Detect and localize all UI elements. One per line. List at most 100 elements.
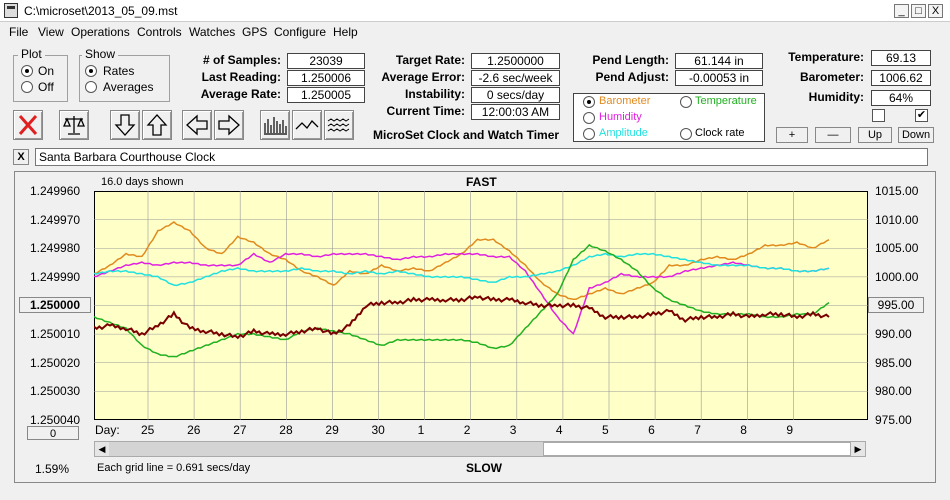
scroll-track[interactable] xyxy=(109,442,543,456)
series-line-humidity xyxy=(94,252,830,335)
day-tick: 27 xyxy=(233,423,247,437)
down-arrow-icon xyxy=(114,114,136,136)
humidity-radio[interactable] xyxy=(583,112,595,124)
target-rate-label: Target Rate: xyxy=(395,53,465,67)
day-tick: 1 xyxy=(417,423,425,437)
stop-button[interactable] xyxy=(13,110,43,140)
barometer-reading-label: Barometer: xyxy=(799,70,864,84)
menu-view[interactable]: View xyxy=(38,25,64,39)
right-arrow-button[interactable] xyxy=(214,110,244,140)
right-axis-tick: 1005.00 xyxy=(875,241,919,256)
clear-note-button[interactable]: X xyxy=(13,149,29,165)
plot-off-radio[interactable] xyxy=(21,81,33,93)
left-axis-tick: 1.250020 xyxy=(30,355,81,370)
down-arrow-button[interactable] xyxy=(110,110,140,140)
amplitude-label: Amplitude xyxy=(599,127,648,139)
temperature-label: Temperature xyxy=(695,95,757,107)
temperature-reading-label: Temperature: xyxy=(788,50,864,64)
day-axis-label: Day: xyxy=(95,423,120,437)
balance-button[interactable] xyxy=(59,110,89,140)
show-rates-label: Rates xyxy=(103,64,135,78)
scroll-thumb[interactable] xyxy=(543,442,851,456)
scroll-left-icon[interactable]: ◀ xyxy=(98,444,106,454)
app-icon[interactable] xyxy=(4,3,18,18)
plot-on-radio[interactable] xyxy=(21,65,33,77)
left-arrow-button[interactable] xyxy=(182,110,212,140)
day-tick: 5 xyxy=(602,423,609,437)
days-shown-label: 16.0 days shown xyxy=(101,176,184,188)
scroll-right-icon[interactable]: ▶ xyxy=(854,444,862,454)
plot-off-label: Off xyxy=(38,80,54,94)
amplitude-radio[interactable] xyxy=(583,128,595,140)
day-tick: 30 xyxy=(371,423,385,437)
plot-group-title: Plot xyxy=(18,47,45,61)
series-line-temperature xyxy=(94,243,830,358)
day-tick: 4 xyxy=(555,423,563,437)
barometer-label: Barometer xyxy=(599,95,651,107)
average-error-value: -2.6 sec/week xyxy=(471,70,560,86)
red-x-icon xyxy=(18,115,38,135)
day-tick: 9 xyxy=(786,423,794,437)
waveform-button[interactable] xyxy=(292,110,322,140)
clock-rate-label: Clock rate xyxy=(695,127,745,139)
sensor-select-group xyxy=(573,93,765,142)
right-center-value-button[interactable]: 995.00 xyxy=(868,297,924,313)
show-rates-radio[interactable] xyxy=(85,65,97,77)
left-axis-tick: 1.250040 xyxy=(30,413,81,427)
day-tick: 2 xyxy=(463,423,471,437)
up-button[interactable]: Up xyxy=(858,127,892,143)
left-center-value-button[interactable]: 1.250000 xyxy=(19,297,91,313)
instability-value: 0 secs/day xyxy=(471,87,560,103)
noise-icon xyxy=(327,118,350,132)
balance-icon xyxy=(63,116,85,135)
minus-button[interactable]: — xyxy=(815,127,851,143)
clock-name-input[interactable]: Santa Barbara Courthouse Clock xyxy=(35,148,928,166)
instability-label: Instability: xyxy=(404,87,465,101)
humidity-label: Humidity xyxy=(599,111,642,123)
right-axis-tick: 975.00 xyxy=(875,413,912,427)
menu-bar: File View Operations Controls Watches GP… xyxy=(0,22,950,42)
menu-configure[interactable]: Configure xyxy=(274,25,327,39)
plot-area[interactable] xyxy=(94,191,868,420)
menu-watches[interactable]: Watches xyxy=(189,25,236,39)
target-rate-value: 1.2500000 xyxy=(471,53,560,69)
checkmark-icon: ✔ xyxy=(916,109,927,121)
current-time-value: 12:00:03 AM xyxy=(471,104,560,120)
title-bar: C:\microset\2013_05_09.mst _ □ X xyxy=(0,0,950,22)
show-averages-radio[interactable] xyxy=(85,81,97,93)
maximize-button[interactable]: □ xyxy=(911,4,926,18)
down-button[interactable]: Down xyxy=(898,127,934,143)
menu-controls[interactable]: Controls xyxy=(137,25,182,39)
day-tick: 8 xyxy=(740,423,747,437)
histogram-button[interactable] xyxy=(260,110,290,140)
noise-button[interactable] xyxy=(324,110,354,140)
average-rate-value: 1.250005 xyxy=(287,87,365,103)
day-tick: 29 xyxy=(325,423,339,437)
day-tick: 7 xyxy=(694,423,701,437)
plus-button[interactable]: + xyxy=(776,127,808,143)
checkbox-right[interactable]: ✔ xyxy=(915,109,928,122)
barometer-radio[interactable] xyxy=(583,96,595,108)
up-arrow-button[interactable] xyxy=(142,110,172,140)
day-tick: 25 xyxy=(141,423,155,437)
day-tick: 26 xyxy=(187,423,201,437)
barometer-reading-value: 1006.62 xyxy=(871,70,931,86)
menu-operations[interactable]: Operations xyxy=(71,25,130,39)
right-axis-tick: 980.00 xyxy=(875,384,912,399)
temperature-radio[interactable] xyxy=(680,96,692,108)
menu-help[interactable]: Help xyxy=(333,25,358,39)
right-arrow-icon xyxy=(218,114,240,136)
clock-rate-radio[interactable] xyxy=(680,128,692,140)
pend-length-label: Pend Length: xyxy=(592,53,669,67)
menu-gps[interactable]: GPS xyxy=(242,25,268,39)
day-tick: 6 xyxy=(648,423,655,437)
checkbox-left[interactable] xyxy=(872,109,885,122)
close-button[interactable]: X xyxy=(928,4,943,18)
horizontal-scrollbar[interactable]: ◀ ▶ xyxy=(94,441,866,457)
scroll-offset-button[interactable]: 0 xyxy=(27,426,79,440)
current-time-label: Current Time: xyxy=(386,104,465,118)
minimize-button[interactable]: _ xyxy=(894,4,909,18)
pend-length-value: 61.144 in xyxy=(675,53,763,69)
series-line-amplitude xyxy=(94,252,830,287)
menu-file[interactable]: File xyxy=(9,25,29,39)
